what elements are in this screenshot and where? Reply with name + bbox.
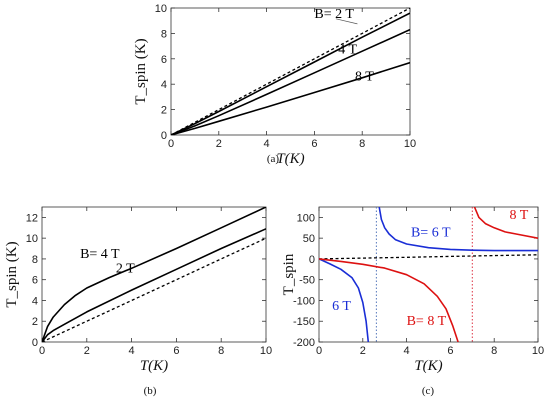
chart-2-series-3 [473,207,538,239]
chart-0-ytick-label: 2 [161,105,167,117]
chart-1-caption: (b) [144,385,157,397]
chart-1: 0 2 4 6 8 10 0 2 4 6 8 10 12 B= 4 T2 T T(K) T_spin (K) (… [4,206,272,397]
chart-0-annotation: 8 T [355,69,374,84]
chart-1-xtick-label: 6 [173,345,179,357]
chart-1-annotation: B= 4 T [80,247,120,262]
chart-2-xlabel: T(K) [414,358,442,374]
chart-0-xtick-label: 2 [216,138,222,150]
chart-0-ytick-label: 10 [155,3,167,15]
chart-2-annotation: 8 T [510,208,529,223]
chart-2: 0 2 4 6 8 10 -200 -150 -100 -50 0 50 100 B= 6 T 6 T 8 T… [281,206,544,397]
chart-1-ytick-label: 4 [32,295,38,307]
chart-1-ytick-label: 0 [32,337,38,349]
chart-0-annotation: B= 2 T [314,7,354,22]
chart-2-xtick-label: 8 [491,345,497,357]
chart-1-ytick-label: 6 [32,275,38,287]
chart-0-series-0 [171,8,410,135]
chart-1-series-2 [42,207,266,342]
chart-0-label-pointer [335,18,358,25]
chart-1-xtick-label: 10 [260,345,272,357]
chart-1-annotation: 2 T [116,261,135,276]
chart-2-annotation: B= 8 T [407,314,447,329]
chart-0-xtick-label: 4 [264,138,270,150]
chart-2-ytick-label: -100 [293,295,315,307]
chart-2-ytick-label: -200 [293,337,315,349]
chart-2-xtick-label: 6 [447,345,453,357]
chart-1-ytick-label: 8 [32,254,38,266]
chart-2-series-0 [319,254,538,260]
chart-0-ylabel: T_spin (K) [133,38,149,104]
chart-0-xtick-label: 10 [404,138,416,150]
chart-2-series-2 [319,258,370,342]
chart-2-ytick-label: 100 [297,212,315,224]
chart-1-ytick-label: 2 [32,316,38,328]
chart-2-caption: (c) [422,385,435,397]
chart-1-xtick-label: 0 [39,345,45,357]
chart-0: 0 2 4 6 8 10 0 2 4 6 8 10 B= 2 T 4 T 8 T T(K) T_spin (K)… [133,3,416,167]
chart-0-ytick-label: 8 [161,28,167,40]
chart-0-ytick-label: 4 [161,79,167,91]
chart-1-xtick-label: 2 [84,345,90,357]
chart-1-ytick-label: 12 [26,212,38,224]
chart-2-xtick-label: 2 [360,345,366,357]
chart-2-annotation: 6 T [332,299,351,314]
chart-2-xtick-label: 10 [532,345,544,357]
chart-0-xtick-label: 0 [168,138,174,150]
chart-0-series-1 [171,12,410,135]
chart-0-xtick-label: 6 [311,138,317,150]
chart-2-frame [318,206,539,343]
chart-2-ytick-label: 50 [303,233,315,245]
chart-2-series-4 [319,258,459,342]
chart-2-xtick-label: 0 [316,345,322,357]
chart-1-xlabel: T(K) [140,358,168,374]
chart-0-ytick-label: 0 [161,130,167,142]
chart-0-frame [170,7,411,136]
chart-2-annotation: B= 6 T [411,225,451,240]
chart-2-xtick-label: 4 [404,345,410,357]
chart-1-series-0 [42,237,266,342]
chart-0-xtick-label: 8 [359,138,365,150]
chart-0-xlabel: T(K) [276,151,304,167]
chart-1-xtick-label: 8 [218,345,224,357]
chart-2-ylabel: T_spin [281,253,297,295]
chart-0-caption: (a) [267,153,280,165]
chart-0-annotation: 4 T [338,43,357,58]
chart-2-ytick-label: -150 [293,316,315,328]
chart-1-frame [41,206,267,343]
chart-2-ytick-label: 0 [309,254,315,266]
chart-0-series-3 [171,61,410,135]
chart-2-ytick-label: -50 [299,275,315,287]
chart-0-ytick-label: 6 [161,54,167,66]
chart-1-ylabel: T_spin (K) [4,241,20,307]
chart-0-series-2 [171,28,410,135]
chart-2-series-1 [378,207,538,252]
chart-1-ytick-label: 10 [26,233,38,245]
chart-1-series-1 [42,228,266,342]
chart-1-xtick-label: 4 [129,345,135,357]
